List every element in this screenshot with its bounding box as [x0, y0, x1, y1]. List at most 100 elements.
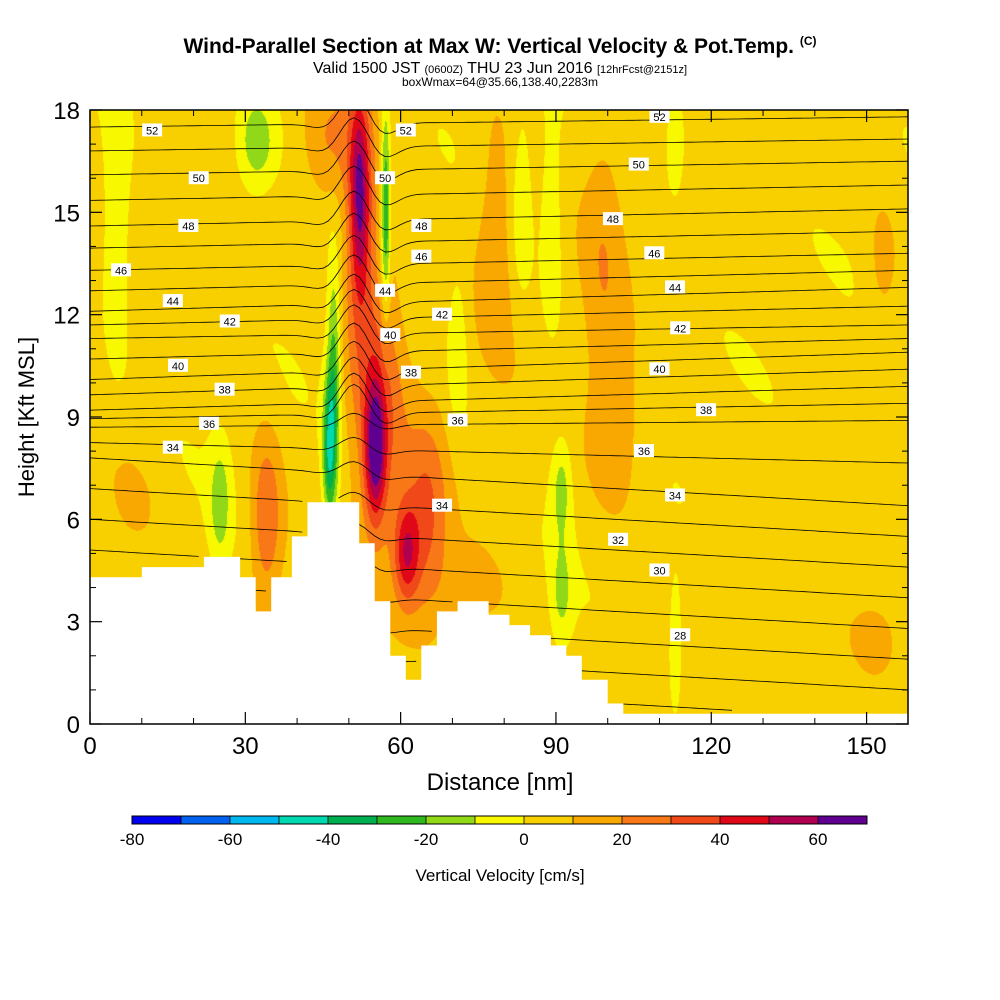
theta-label: 44 — [162, 294, 183, 308]
theta-label: 40 — [380, 328, 401, 342]
colorbar-tick-label: -60 — [218, 830, 243, 849]
x-tick-label: 0 — [83, 733, 96, 760]
theta-label: 46 — [111, 263, 132, 277]
svg-text:40: 40 — [653, 364, 665, 376]
colorbar-tick-label: 60 — [809, 830, 828, 849]
theta-contour-line — [90, 304, 908, 345]
svg-text:48: 48 — [182, 221, 194, 233]
y-tick-label: 6 — [67, 507, 80, 534]
theta-label: 32 — [608, 532, 629, 547]
theta-contour-line — [90, 140, 908, 181]
theta-label: 50 — [375, 171, 396, 185]
y-tick-label: 3 — [67, 610, 80, 637]
svg-text:46: 46 — [115, 265, 127, 277]
svg-text:52: 52 — [400, 125, 412, 137]
theta-label: 34 — [162, 440, 183, 455]
theta-label: 42 — [432, 307, 453, 322]
svg-text:50: 50 — [193, 173, 205, 185]
colorbar-tick-label: 20 — [613, 830, 632, 849]
terrain-mask — [90, 502, 908, 724]
y-tick-label: 18 — [53, 98, 80, 125]
svg-text:32: 32 — [612, 535, 624, 547]
svg-text:48: 48 — [415, 221, 427, 233]
theta-label: 28 — [670, 628, 691, 642]
colorbar-swatch — [132, 816, 182, 824]
theta-contour-line — [623, 703, 733, 711]
colorbar-swatch — [377, 816, 427, 824]
theta-label: 42 — [219, 314, 240, 328]
y-axis-label: Height [Kft MSL] — [14, 337, 39, 497]
theta-label: 38 — [696, 403, 717, 417]
theta-label: 30 — [649, 563, 670, 578]
theta-label: 48 — [178, 218, 199, 233]
x-tick-label: 90 — [543, 733, 570, 760]
theta-label: 48 — [411, 218, 432, 233]
colorbar-tick-label: 40 — [711, 830, 730, 849]
y-tick-label: 9 — [67, 405, 80, 432]
theta-contour-line — [90, 322, 908, 363]
svg-text:36: 36 — [203, 419, 215, 431]
svg-text:52: 52 — [653, 112, 665, 124]
theta-contour-line — [90, 273, 908, 314]
theta-label: 36 — [199, 416, 220, 431]
theta-contour-line — [90, 372, 908, 412]
svg-text:38: 38 — [405, 368, 417, 380]
colorbar-swatch — [671, 816, 721, 824]
colorbar-swatch — [426, 816, 476, 824]
x-axis-label: Distance [nm] — [427, 769, 574, 796]
colorbar-swatch — [181, 816, 231, 824]
x-tick-label: 60 — [387, 733, 414, 760]
svg-text:40: 40 — [172, 361, 184, 373]
theta-contour-line — [90, 383, 908, 424]
colorbar-swatch — [720, 816, 770, 824]
theta-label: 38 — [214, 382, 235, 397]
theta-contour-line — [390, 630, 908, 660]
y-tick-label: 12 — [53, 303, 80, 330]
chart-box-info: boxWmax=64@35.66,138.40,2283m — [402, 75, 598, 89]
svg-text:38: 38 — [700, 405, 712, 417]
colorbar-swatch — [622, 816, 672, 824]
theta-contour-line — [405, 660, 908, 691]
svg-text:34: 34 — [669, 490, 681, 502]
theta-contour-line — [90, 412, 908, 430]
theta-contour-line — [90, 436, 908, 464]
svg-text:44: 44 — [379, 286, 391, 298]
theta-label: 38 — [400, 365, 421, 380]
chart-subtitle: Valid 1500 JST (0600Z) THU 23 Jun 2016 [… — [312, 60, 688, 77]
theta-contour-line — [90, 254, 908, 294]
theta-label: 40 — [168, 358, 189, 373]
svg-text:40: 40 — [384, 330, 396, 342]
theta-label: 52 — [395, 123, 416, 137]
terrain — [90, 502, 908, 724]
theta-contour-line — [90, 457, 908, 507]
svg-text:34: 34 — [436, 501, 448, 513]
theta-contour-line — [90, 93, 768, 108]
theta-label: 50 — [188, 171, 209, 185]
theta-label: 48 — [602, 212, 623, 226]
svg-text:46: 46 — [415, 252, 427, 264]
theta-label: 34 — [432, 498, 453, 513]
theta-label: 36 — [447, 413, 468, 427]
theta-label: 42 — [670, 321, 691, 335]
colorbar: -80 -60 -40 -20 0 20 40 60 — [120, 815, 868, 849]
y-tick-label: 15 — [53, 200, 80, 227]
colorbar-tick-label: -40 — [316, 830, 341, 849]
x-tick-label: 120 — [691, 733, 731, 760]
colorbar-swatch — [769, 816, 819, 824]
theta-contour-line — [90, 212, 908, 253]
chart-title: Wind-Parallel Section at Max W: Vertical… — [183, 34, 817, 58]
y-tick-label: 0 — [67, 712, 80, 739]
svg-text:30: 30 — [653, 566, 665, 578]
svg-text:44: 44 — [167, 296, 179, 308]
theta-label: 36 — [633, 444, 654, 458]
svg-text:34: 34 — [167, 443, 179, 455]
theta-contour-line — [90, 518, 908, 568]
svg-text:50: 50 — [379, 173, 391, 185]
theta-label: 40 — [649, 362, 670, 376]
theta-contour-line — [90, 234, 908, 275]
colorbar-tick-label: -80 — [120, 830, 145, 849]
theta-contour-labels: 52 52 52 50 50 50 48 48 48 46 46 46 44 44 44 42 42 42 40 40… — [111, 109, 717, 642]
theta-label: 44 — [375, 283, 396, 298]
